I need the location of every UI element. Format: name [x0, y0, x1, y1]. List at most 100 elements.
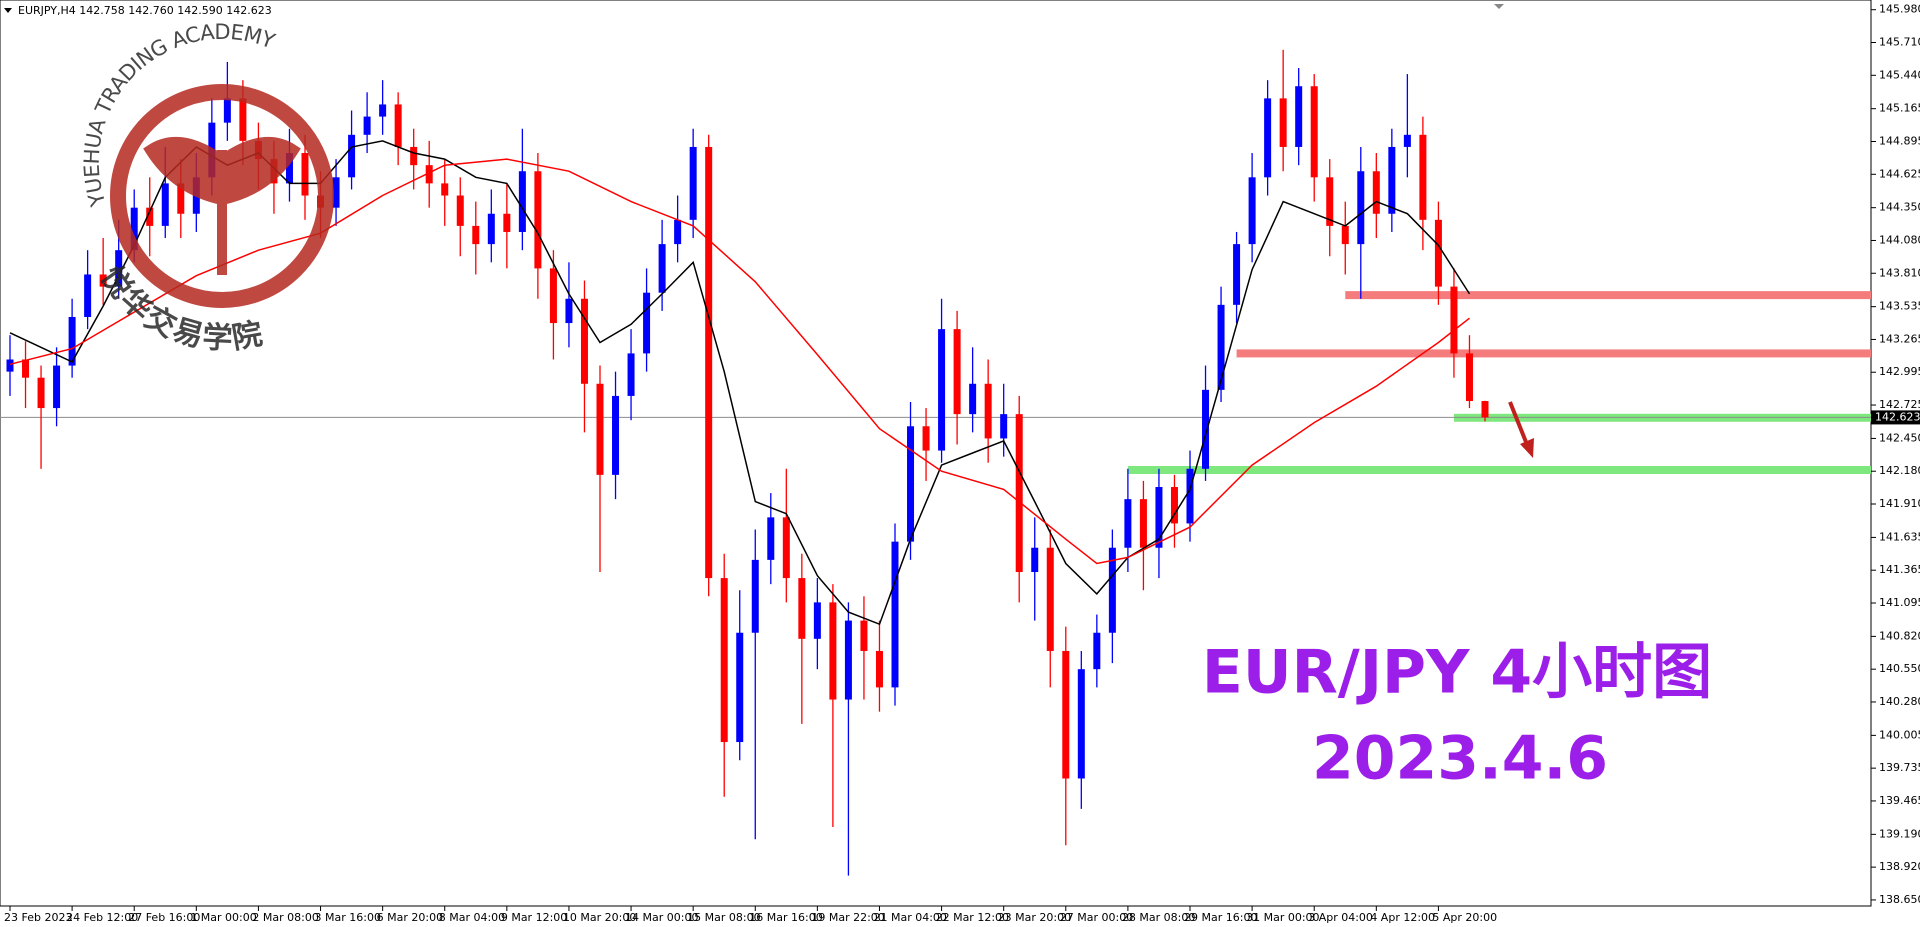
x-tick-label: 1 Mar 00:00 — [190, 911, 256, 924]
candle-body — [1264, 98, 1272, 178]
candle-body — [969, 383, 977, 415]
candle-body — [1434, 219, 1442, 287]
y-tick-label: 143.265 — [1879, 332, 1920, 345]
candle-body — [674, 219, 682, 245]
y-tick-label: 142.725 — [1879, 398, 1920, 411]
x-tick-label: 3 Mar 16:00 — [315, 911, 381, 924]
candle-body — [239, 98, 247, 141]
candle-body — [1015, 414, 1023, 573]
candle-body — [1233, 244, 1241, 305]
x-tick-label: 14 Mar 00:00 — [625, 911, 698, 924]
annotation: 2023.4.6 — [1312, 724, 1608, 794]
candle-body — [953, 329, 961, 415]
candle-body — [1170, 487, 1178, 524]
candle-body — [860, 620, 868, 651]
y-tick-label: 140.550 — [1879, 662, 1920, 675]
candle-body — [612, 395, 620, 475]
logo-subtitle-path: 悦华交易学院 — [94, 260, 265, 356]
candle-body — [580, 298, 588, 384]
candle-body — [689, 146, 697, 220]
x-tick-label: 27 Mar 00:00 — [1060, 911, 1133, 924]
candle-body — [146, 207, 154, 226]
candle-body — [844, 620, 852, 700]
x-tick-label: 31 Mar 00:00 — [1246, 911, 1319, 924]
candle-body — [1248, 177, 1256, 245]
candle-body — [1077, 669, 1085, 779]
y-tick-label: 145.440 — [1879, 68, 1920, 81]
candle-body — [363, 116, 371, 135]
y-tick-label: 144.625 — [1879, 167, 1920, 180]
candle-body — [1295, 86, 1303, 147]
candle-body — [891, 541, 899, 688]
y-tick-label: 141.910 — [1879, 497, 1920, 510]
arrow-shaft — [1508, 401, 1530, 448]
candle-body — [1403, 134, 1411, 147]
candle-body — [6, 359, 14, 372]
candle-body — [984, 383, 992, 439]
candle-body — [829, 602, 837, 700]
candle-body — [1031, 547, 1039, 573]
candle-body — [1481, 401, 1489, 418]
candle-body — [1000, 414, 1008, 439]
logo-emblem — [143, 137, 301, 275]
x-tick-label: 6 Mar 20:00 — [377, 911, 443, 924]
y-tick-label: 144.080 — [1879, 233, 1920, 246]
candle-body — [813, 602, 821, 639]
y-tick-label: 144.895 — [1879, 134, 1920, 147]
candle-body — [658, 244, 666, 293]
x-tick-label: 27 Feb 16:00 — [128, 911, 200, 924]
candle-body — [751, 559, 759, 633]
candle-body — [503, 213, 511, 232]
candle-body — [68, 316, 76, 366]
x-tick-label: 5 Apr 20:00 — [1432, 911, 1497, 924]
header: EURJPY,H4 142.758 142.760 142.590 142.62… — [18, 4, 272, 17]
candle-body — [596, 383, 604, 475]
price-label: 142.623 — [1875, 410, 1920, 423]
candle-body — [99, 274, 107, 287]
candle-body — [379, 104, 387, 117]
candle-body — [441, 183, 449, 196]
candle-body — [285, 153, 293, 184]
level-zone — [1345, 291, 1871, 300]
candle-body — [767, 517, 775, 560]
header-icon — [4, 8, 12, 13]
logo-subtitle: 悦华交易学院 — [94, 260, 265, 356]
candle-body — [549, 268, 557, 324]
candle-body — [84, 274, 92, 317]
candle-body — [177, 183, 185, 214]
x-tick-label: 19 Mar 22:00 — [811, 911, 884, 924]
y-tick-label: 142.995 — [1879, 365, 1920, 378]
candle-body — [130, 207, 138, 251]
y-tick-label: 142.180 — [1879, 464, 1920, 477]
candle-body — [534, 171, 542, 269]
candle-body — [1108, 547, 1116, 633]
y-tick-label: 141.635 — [1879, 530, 1920, 543]
candle-body — [798, 578, 806, 639]
candle-body — [161, 183, 169, 226]
arrow-head — [1520, 438, 1534, 458]
y-tick-label: 142.450 — [1879, 431, 1920, 444]
candle-body — [1310, 86, 1318, 178]
candle-body — [1388, 146, 1396, 214]
candle-body — [425, 165, 433, 184]
candle-body — [736, 632, 744, 743]
x-tick-label: 23 Feb 2023 — [4, 911, 72, 924]
moving-average — [9, 158, 1470, 565]
y-tick-label: 138.650 — [1879, 893, 1920, 906]
candle-body — [53, 365, 61, 409]
candle-body — [1139, 499, 1147, 548]
y-tick-label: 141.095 — [1879, 596, 1920, 609]
candle-body — [1326, 177, 1334, 226]
y-tick-label: 145.980 — [1879, 3, 1920, 16]
x-tick-label: 3 Apr 04:00 — [1308, 911, 1373, 924]
y-tick-label: 139.465 — [1879, 794, 1920, 807]
x-tick-label: 4 Apr 12:00 — [1370, 911, 1435, 924]
candle-body — [1155, 487, 1163, 548]
candle-body — [472, 225, 480, 245]
candle-body — [782, 517, 790, 579]
scroll-marker — [1494, 4, 1504, 9]
candle-body — [518, 171, 526, 232]
x-tick-label: 28 Mar 08:00 — [1122, 911, 1195, 924]
y-tick-label: 139.735 — [1879, 761, 1920, 774]
